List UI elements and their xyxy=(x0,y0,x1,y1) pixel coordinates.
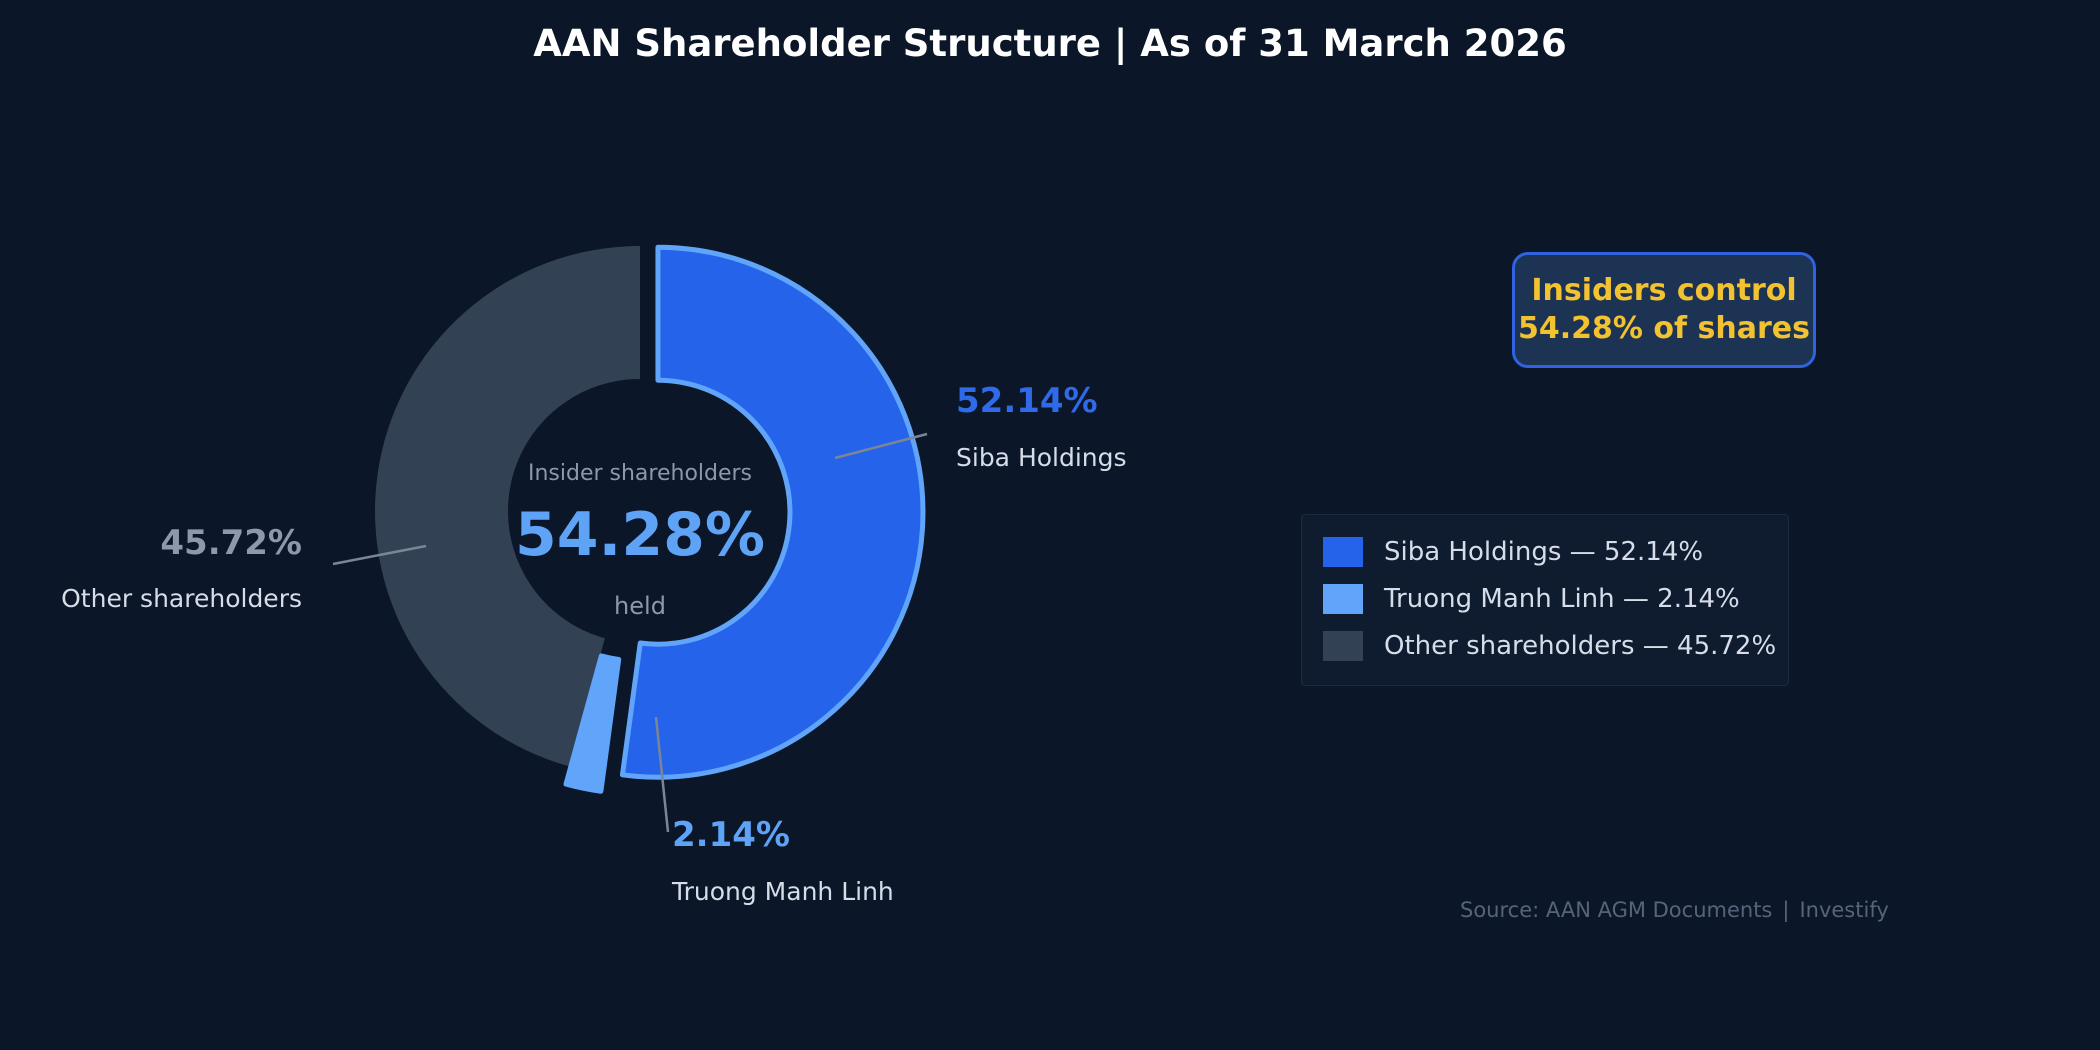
insider-callout-box: Insiders control 54.28% of shares xyxy=(1512,252,1816,368)
legend-label: Other shareholders — 45.72% xyxy=(1384,631,1777,661)
leader-line-siba-holdings xyxy=(834,432,928,460)
leader-line-other-shareholders xyxy=(332,544,427,566)
source-note: Source: AAN AGM Documents | Investify xyxy=(1460,898,1889,922)
source-separator: | xyxy=(1782,898,1790,922)
slice-siba-holdings xyxy=(619,244,926,780)
slice-other-shareholders xyxy=(375,246,640,767)
legend-label: Truong Manh Linh — 2.14% xyxy=(1384,584,1740,614)
value-label-truong-manh-linh: 2.14% xyxy=(672,815,790,855)
callout-line-1: Insiders control xyxy=(1531,273,1797,308)
source-text: Source: AAN AGM Documents xyxy=(1460,898,1773,922)
legend-swatch xyxy=(1323,537,1363,567)
legend-item-siba: Siba Holdings — 52.14% xyxy=(1323,536,1703,568)
legend-item-other: Other shareholders — 45.72% xyxy=(1323,630,1776,662)
legend-label: Siba Holdings — 52.14% xyxy=(1384,537,1704,567)
legend-swatch xyxy=(1323,631,1363,661)
leader-line-truong-manh-linh xyxy=(654,716,670,833)
center-caption-bottom: held xyxy=(614,592,666,620)
callout-line-2: 54.28% of shares xyxy=(1518,311,1810,346)
slice-truong-manh-linh xyxy=(563,653,622,794)
chart-title: AAN Shareholder Structure | As of 31 Mar… xyxy=(533,22,1567,65)
center-value: 54.28% xyxy=(515,500,765,570)
legend: Siba Holdings — 52.14% Truong Manh Linh … xyxy=(1301,514,1789,686)
category-label-truong-manh-linh: Truong Manh Linh xyxy=(671,877,894,906)
legend-item-truong: Truong Manh Linh — 2.14% xyxy=(1323,583,1740,615)
category-label-siba-holdings: Siba Holdings xyxy=(956,443,1127,472)
value-label-siba-holdings: 52.14% xyxy=(956,381,1098,421)
value-label-other-shareholders: 45.72% xyxy=(160,523,302,563)
center-caption-top: Insider shareholders xyxy=(528,461,752,486)
source-brand: Investify xyxy=(1799,898,1889,922)
category-label-other-shareholders: Other shareholders xyxy=(61,584,302,613)
legend-swatch xyxy=(1323,584,1363,614)
